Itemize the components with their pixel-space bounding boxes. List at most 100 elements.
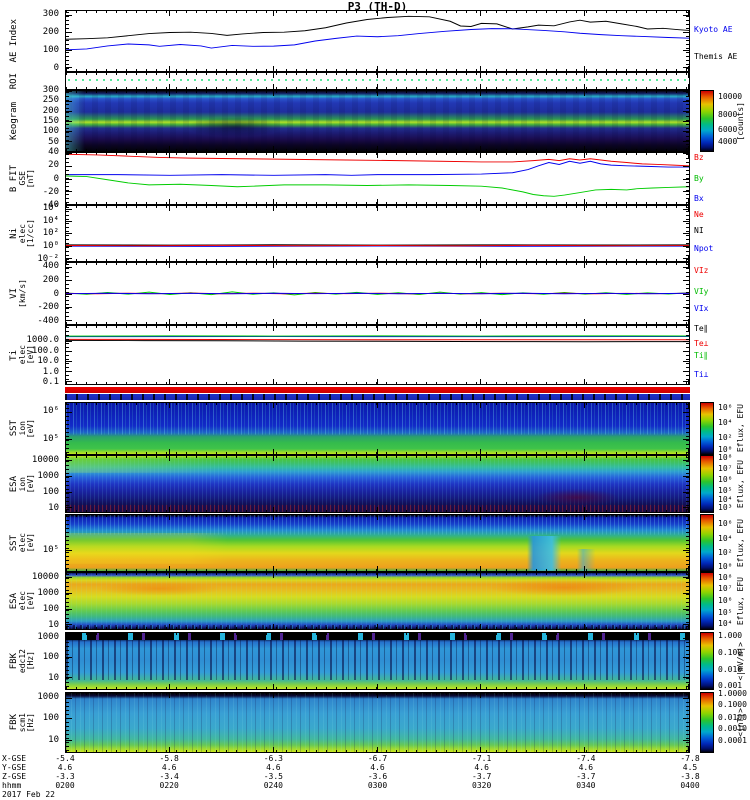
y-tick-label: 10000 (31, 571, 59, 582)
colorbar-tick-label: 10⁵ (718, 485, 733, 495)
series-Kyoto AE (66, 15, 689, 40)
esa-ion-colorbar-unit: Eflux, EFU (736, 459, 745, 509)
colorbar-tick-label: 0.0010 (718, 723, 747, 733)
axis-value: 0200 (55, 781, 75, 790)
series-Bz (66, 153, 689, 167)
keogram-spectrogram (65, 90, 690, 152)
ae-index-plot-area (65, 10, 690, 72)
b-fit-plot-area (65, 152, 690, 205)
colorbar-tick-label: 8000 (718, 109, 738, 119)
fbk-scm1-y-ticks: 1000 100 10 (0, 692, 62, 753)
axis-value: 0300 (367, 781, 388, 790)
ae-index-legend: Kyoto AE Themis AE (694, 10, 750, 72)
colorbar-tick-label: 1.0000 (718, 688, 747, 698)
legend-label: Bz (694, 153, 704, 163)
axis-value: -3.8 (680, 772, 700, 781)
axis-value: -7.1 (472, 754, 492, 763)
axis-value: -5.8 (159, 754, 179, 763)
axis-row-label: Y-GSE (2, 763, 27, 772)
axis-value: 4.6 (370, 763, 385, 772)
esa-elec-colorbar-ticks: 10⁸ 10⁷ 10⁶ 10⁵ 10⁴ (718, 572, 748, 630)
esa-ion-spectrogram (65, 455, 690, 513)
y-tick-label: -40 (42, 200, 59, 210)
sst-ion-colorbar-ticks: 10⁶ 10⁴ 10² 10⁰ (718, 402, 748, 455)
ti-y-ticks: 1000.0 100.0 10.0 1.0 0.1 (0, 325, 62, 387)
colorbar-tick-label: 10⁴ (718, 418, 733, 428)
axis-value: 0320 (472, 781, 492, 790)
colorbar-tick-label: 10⁰ (718, 445, 733, 455)
y-tick-label: 100 (42, 126, 59, 137)
y-tick-label: -400 (37, 315, 59, 326)
panel-vi-velocity: VI [km/s] 400 200 0 -200 -400 VIz VIy VIx (0, 262, 750, 325)
series-Themis AE (66, 28, 689, 51)
colorbar-tick-label: 10⁵ (718, 607, 733, 617)
ae-index-y-ticks: 300 200 100 0 (0, 8, 62, 73)
colorbar-tick-label: 10⁸ (718, 452, 733, 462)
y-tick-label: 400 (42, 261, 59, 272)
colorbar-tick-label: 4000 (718, 137, 738, 147)
date-label: 2017 Feb 22 (2, 790, 55, 799)
keogram-colorbar (700, 90, 714, 152)
colorbar-tick-label: 10⁴ (718, 619, 733, 629)
sst-ion-colorbar-unit: Eflux, EFU (736, 404, 745, 453)
panel-roi: ROI (0, 72, 750, 90)
panel-ti-temperature: Ti elec [eV] 1000.0 100.0 10.0 1.0 0.1 Te∥ Te⊥ T… (0, 324, 750, 387)
legend-label: Te∥ (694, 324, 708, 333)
y-tick-label: 10⁵ (42, 544, 59, 555)
y-tick-label: 100 (42, 604, 59, 615)
y-tick-label: 1000 (37, 587, 59, 598)
y-tick-label: 150 (42, 116, 59, 126)
colorbar-tick-label: 10⁷ (718, 584, 733, 594)
panel-ni-density: Ni elec [1/cc] 10⁶ 10⁴ 10² 10⁰ 10⁻² Ne NI Npot (0, 204, 750, 264)
y-tick-label: 100 (42, 713, 59, 724)
series-Bx (66, 175, 689, 197)
colorbar-tick-label: 0.100 (718, 647, 743, 657)
panel-esa-ion: ESA ion [eV] 10000 1000 100 10 10⁸ 10⁷ 10⁶ 10⁵ 10… (0, 452, 750, 513)
fbk-scm1-spectrogram (65, 692, 690, 753)
y-tick-label: 10 (48, 735, 59, 746)
legend-label: By (694, 173, 704, 183)
y-tick-label: 300 (42, 85, 59, 95)
axis-value: 4.6 (266, 763, 281, 772)
y-tick-label: 10² (42, 228, 59, 239)
series-VIy (66, 291, 689, 296)
sst-elec-colorbar (700, 514, 714, 572)
sst-elec-colorbar-ticks: 10⁶ 10⁴ 10² 10⁰ (718, 514, 748, 572)
panel-ae-index: AE Index 300 200 100 0 Kyoto AE Themis AE (0, 8, 750, 73)
time-axis-annotation-block: X-GSE -5.4 -5.8 -6.3 -6.7 -7.1 -7.4 -7.8 Y-GSE 4.… (0, 754, 750, 800)
colorbar-tick-label: 10⁴ (718, 533, 733, 543)
y-tick-label: 1000 (37, 692, 59, 703)
roi-plot-area (65, 72, 690, 90)
legend-label: Kyoto AE (694, 24, 733, 34)
colorbar-tick-label: 0.010 (718, 665, 743, 675)
fbk-edc12-colorbar-ticks: 1.000 0.100 0.010 0.001 (718, 632, 748, 690)
axis-row-label: X-GSE (2, 754, 27, 763)
esa-ion-y-ticks: 10000 1000 100 10 (0, 455, 62, 513)
y-tick-label: 10 (48, 619, 59, 630)
y-tick-label: 200 (42, 274, 59, 285)
y-tick-label: 300 (42, 8, 59, 19)
ni-legend: Ne NI Npot (694, 205, 750, 262)
y-tick-label: 10⁻² (37, 253, 59, 264)
b-fit-legend: Bz By Bx (694, 152, 750, 205)
y-tick-label: 100 (42, 487, 59, 498)
colorbar-tick-label: 1.000 (718, 631, 743, 641)
colorbar-tick-label: 10000 (718, 91, 743, 101)
roi-y-axis-label: ROI (9, 72, 19, 90)
vi-legend: VIz VIy VIx (694, 262, 750, 325)
panel-sst-elec: SST elec [eV] 10⁵ 10⁶ 10⁴ 10² 10⁰ Eflux, EFU (0, 514, 750, 572)
esa-ion-colorbar-ticks: 10⁸ 10⁷ 10⁶ 10⁵ 10⁴ 10³ (718, 452, 748, 513)
axis-value: -5.4 (55, 754, 75, 763)
axis-value: 0340 (576, 781, 596, 790)
colorbar-tick-label: 10² (718, 433, 733, 443)
fbk-edc12-colorbar (700, 632, 714, 690)
y-tick-label: 0 (53, 288, 59, 299)
axis-value: 4.5 (682, 763, 698, 772)
colorbar-tick-label: 0.001 (718, 680, 743, 690)
legend-label: Bx (694, 194, 704, 204)
series-Te∥ (66, 339, 689, 343)
legend-label: Npot (694, 243, 714, 253)
y-tick-label: 10⁰ (42, 241, 59, 252)
colorbar-tick-label: 10⁷ (718, 463, 733, 473)
